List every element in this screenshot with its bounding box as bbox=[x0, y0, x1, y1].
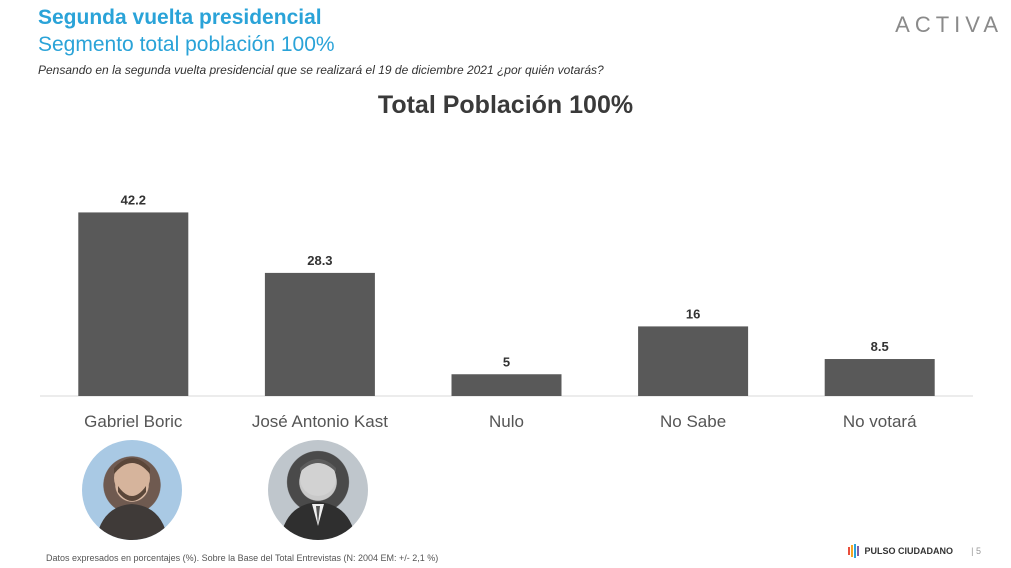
footnote: Datos expresados en porcentajes (%). Sob… bbox=[46, 553, 439, 563]
category-label-0: Gabriel Boric bbox=[84, 412, 183, 431]
activa-logo: ACTIVA bbox=[895, 12, 1003, 37]
page-number-value: 5 bbox=[975, 546, 981, 556]
person-icon bbox=[280, 459, 356, 540]
chart-title: Total Población 100% bbox=[377, 91, 634, 119]
bar-0 bbox=[78, 212, 189, 396]
data-label-0: 42.2 bbox=[121, 192, 146, 207]
bar-1 bbox=[264, 272, 375, 396]
person-icon bbox=[96, 458, 168, 540]
data-label-2: 5 bbox=[503, 354, 510, 369]
slide-subtitle: Segmento total población 100% bbox=[38, 33, 335, 56]
bar-3 bbox=[638, 326, 749, 396]
category-label-3: No Sabe bbox=[660, 412, 726, 431]
category-label-4: No votará bbox=[843, 412, 917, 431]
slide-title: Segunda vuelta presidencial bbox=[38, 6, 322, 29]
data-label-1: 28.3 bbox=[307, 253, 332, 268]
boric-photo-avatar bbox=[82, 440, 182, 540]
pulso-ciudadano-logo: PULSO CIUDADANO bbox=[848, 544, 953, 558]
bar-4 bbox=[824, 359, 935, 396]
data-label-3: 16 bbox=[686, 306, 700, 321]
bar-2 bbox=[451, 374, 562, 396]
pulso-bars-icon bbox=[848, 544, 860, 558]
survey-question: Pensando en la segunda vuelta presidenci… bbox=[38, 63, 604, 77]
pulso-label: PULSO CIUDADANO bbox=[864, 546, 953, 556]
category-label-2: Nulo bbox=[489, 412, 524, 431]
category-label-1: José Antonio Kast bbox=[252, 412, 388, 431]
kast-photo-avatar bbox=[268, 440, 368, 540]
bar-chart: 42.2 Gabriel Boric 28.3 José Antonio Kast 5 N… bbox=[40, 192, 973, 431]
page-number: | 5 bbox=[971, 546, 981, 556]
data-label-4: 8.5 bbox=[871, 339, 889, 354]
